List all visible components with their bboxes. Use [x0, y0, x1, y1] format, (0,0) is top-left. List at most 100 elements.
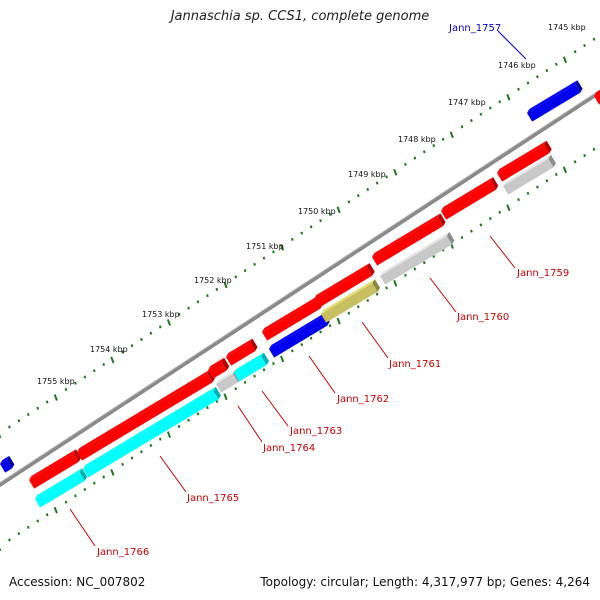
- major-tick: [53, 506, 58, 514]
- feature-front-face: [216, 373, 239, 393]
- feature-top-face: [441, 177, 494, 211]
- minor-tick: [130, 456, 134, 460]
- callout-line: [497, 30, 527, 60]
- feature-top-face: [234, 352, 264, 373]
- gene-label[interactable]: Jann_1764: [262, 443, 315, 454]
- minor-tick: [149, 331, 153, 335]
- minor-tick: [102, 475, 106, 479]
- minor-tick: [573, 160, 577, 164]
- lower-tick-track: [0, 147, 596, 552]
- minor-tick: [432, 144, 436, 148]
- feature-front-face: [441, 181, 496, 220]
- minor-tick: [206, 294, 209, 298]
- feature-top-face: [497, 140, 547, 173]
- minor-tick: [130, 344, 134, 348]
- gene-label[interactable]: Jann_1763: [289, 426, 342, 437]
- scale-label: 1750 kbp: [298, 207, 336, 216]
- minor-tick: [328, 324, 332, 328]
- major-tick: [166, 319, 171, 326]
- minor-tick: [413, 156, 417, 160]
- major-tick: [393, 279, 398, 287]
- scale-label: 1755 kbp: [37, 377, 75, 386]
- minor-tick: [92, 481, 96, 485]
- feature-top-face: [372, 213, 441, 257]
- gene-callouts: Jann_1757 Jann_1759 Jann_1760 Jann_1761 Jann…: [69, 23, 569, 558]
- feature-top-face: [35, 468, 82, 499]
- minor-tick: [158, 437, 162, 441]
- minor-tick: [356, 194, 360, 198]
- feature-end-face: [207, 369, 215, 383]
- minor-tick: [413, 267, 417, 271]
- minor-tick: [385, 175, 388, 179]
- minor-tick: [300, 343, 304, 347]
- backbone-line: [0, 90, 600, 488]
- feature-red-1765a: [77, 369, 215, 461]
- minor-tick: [470, 229, 473, 233]
- minor-tick: [545, 179, 549, 183]
- scale-label: 1749 kbp: [348, 170, 386, 179]
- minor-tick: [479, 112, 483, 116]
- callout-line: [261, 390, 289, 427]
- major-tick: [506, 93, 511, 101]
- feature-red-1759a: [441, 177, 499, 220]
- feature-olive-1761: [321, 279, 380, 323]
- major-tick: [562, 166, 567, 174]
- minor-tick: [583, 154, 586, 158]
- minor-tick: [498, 210, 502, 214]
- feature-top-face: [314, 263, 370, 299]
- minor-tick: [404, 273, 407, 277]
- minor-tick: [545, 69, 549, 73]
- feature-red-1760a: [372, 213, 446, 266]
- feature-end-face: [79, 468, 88, 481]
- feature-end-face: [544, 140, 552, 154]
- scale-label: 1751 kbp: [246, 242, 284, 251]
- feature-red-right-edge: [594, 89, 600, 105]
- major-tick: [166, 431, 171, 438]
- feature-blue-1757: [527, 80, 583, 122]
- callout-line: [308, 355, 336, 394]
- minor-tick: [375, 181, 379, 185]
- major-tick: [449, 131, 454, 139]
- minor-tick: [149, 443, 153, 447]
- major-tick: [336, 317, 341, 325]
- feature-end-face: [372, 279, 380, 292]
- minor-tick: [554, 62, 558, 66]
- minor-tick: [328, 212, 332, 216]
- feature-end-face: [438, 213, 446, 226]
- minor-tick: [74, 381, 77, 385]
- minor-tick: [64, 387, 68, 391]
- feature-top-face: [527, 80, 578, 113]
- gene-label[interactable]: Jann_1760: [456, 312, 509, 323]
- feature-front-face: [372, 217, 444, 266]
- minor-tick: [583, 43, 586, 48]
- minor-tick: [272, 361, 275, 366]
- gene-label[interactable]: Jann_1765: [186, 493, 239, 504]
- minor-tick: [526, 191, 530, 195]
- gene-label[interactable]: Jann_1762: [336, 394, 389, 405]
- minor-tick: [488, 217, 492, 221]
- backbone-highlight: [0, 89, 600, 484]
- feature-front-face: [314, 267, 373, 308]
- callout-line: [237, 405, 263, 443]
- gene-label[interactable]: Jann_1761: [388, 359, 441, 370]
- minor-tick: [592, 147, 596, 151]
- gene-label[interactable]: Jann_1759: [516, 268, 569, 279]
- scale-label: 1746 kbp: [498, 61, 536, 70]
- feature-end-face: [221, 357, 230, 371]
- major-tick: [280, 355, 285, 363]
- major-tick: [393, 168, 398, 176]
- major-tick: [280, 244, 285, 251]
- feature-top-face: [269, 313, 325, 349]
- minor-tick: [17, 532, 21, 536]
- feature-red-1766a: [29, 449, 82, 489]
- minor-tick: [158, 325, 162, 329]
- gene-label[interactable]: Jann_1757: [448, 23, 501, 34]
- minor-tick: [592, 37, 596, 41]
- minor-tick: [460, 125, 464, 129]
- minor-tick: [366, 187, 370, 191]
- feature-end-face: [490, 177, 499, 190]
- minor-tick: [347, 200, 351, 204]
- gene-label[interactable]: Jann_1766: [96, 547, 149, 558]
- feature-end-face: [548, 154, 556, 168]
